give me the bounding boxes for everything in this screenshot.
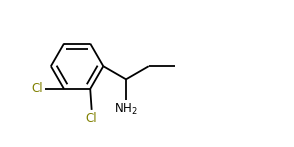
Text: Cl: Cl xyxy=(86,112,98,125)
Text: Cl: Cl xyxy=(31,82,43,95)
Text: NH$_2$: NH$_2$ xyxy=(114,102,138,117)
